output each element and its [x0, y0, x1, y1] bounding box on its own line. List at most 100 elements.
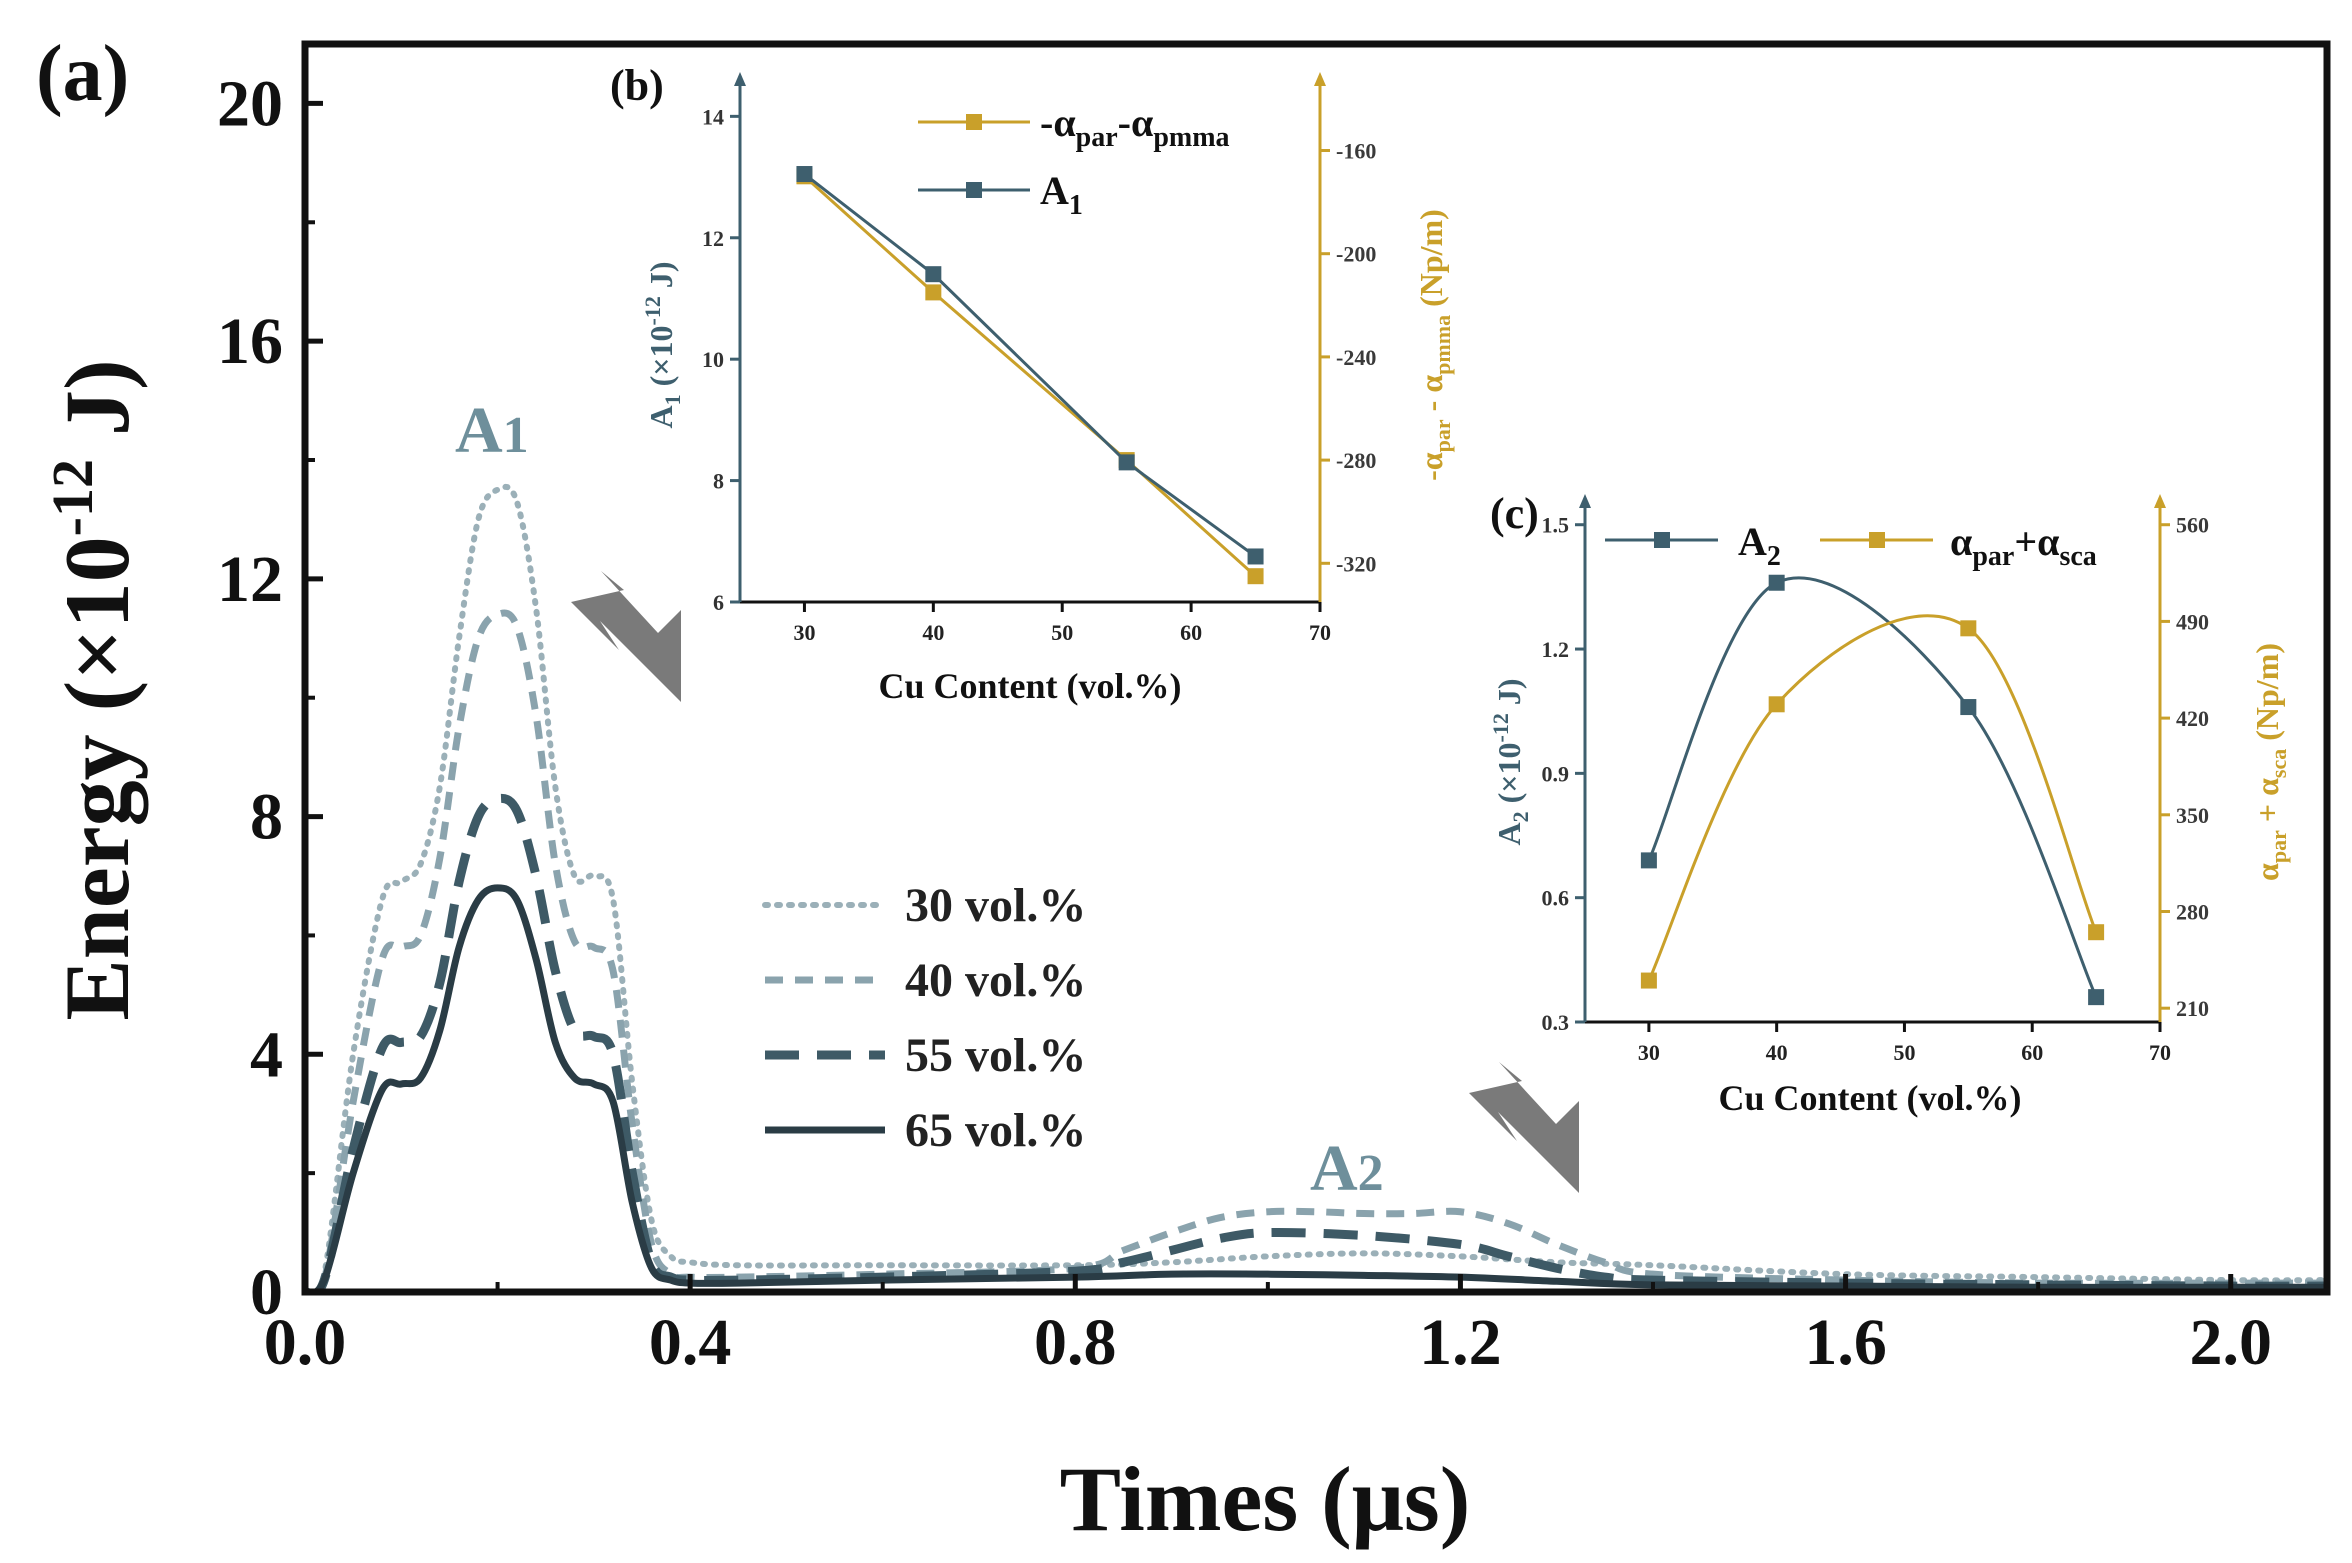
main-legend: 30 vol.% 40 vol.% 55 vol.% 65 vol.%	[762, 879, 1086, 1157]
main-y-axis-label: Energy (×10-12 J)	[40, 359, 148, 1020]
inset-c-right-arrowhead	[2154, 494, 2166, 508]
inset-b-series-1-marker	[1247, 568, 1264, 585]
inset-b-series-2-marker	[925, 266, 942, 283]
main-x-tick-label: 0.0	[264, 1306, 347, 1379]
arrow-to-inset-c	[1469, 1062, 1579, 1193]
inset-b-right-tick-label: -160	[1336, 139, 1376, 164]
series-line-65-vol-	[305, 884, 2327, 1292]
inset-b-legend-marker-2	[966, 182, 982, 198]
panel-label-a: (a)	[36, 30, 129, 118]
inset-b-right-axis-label: -αpar - αpmma (Np/m)	[1413, 209, 1455, 481]
inset-c-legend-marker-2	[1869, 532, 1885, 548]
inset-b-legend-marker-1	[966, 114, 982, 130]
inset-c-right-tick-label: 420	[2176, 706, 2209, 731]
inset-c-legend: A2 αpar+αsca	[1605, 519, 2097, 572]
inset-b-x-axis-label: Cu Content (vol.%)	[879, 666, 1182, 706]
inset-c-right-tick-label: 280	[2176, 899, 2209, 924]
inset-c-x-tick-label: 30	[1638, 1040, 1660, 1065]
inset-c-right-tick-label: 560	[2176, 513, 2209, 538]
inset-b-right-tick-label: -200	[1336, 242, 1376, 267]
inset-c-right-axis-label: αpar + αsca (Np/m)	[2249, 643, 2291, 881]
inset-c-series-1-marker	[1960, 699, 1977, 716]
inset-c-left-arrowhead	[1579, 494, 1591, 508]
inset-b-legend-label-2: A1	[1040, 168, 1083, 221]
inset-c-left-tick-label: 0.6	[1542, 886, 1570, 911]
panel-label-c: (c)	[1490, 489, 1539, 538]
inset-c-series-1-marker	[1768, 574, 1785, 591]
inset-b-x-tick-label: 70	[1309, 620, 1331, 645]
inset-b-right-arrowhead	[1314, 72, 1326, 86]
inset-c-right-tick-label: 210	[2176, 996, 2209, 1021]
inset-c-series-1-marker	[2088, 989, 2105, 1006]
inset-c-legend-label-1: A2	[1738, 519, 1781, 572]
annotation-a1: A1	[455, 394, 529, 467]
inset-b-x-ticks: 30 40 50 60 70	[793, 602, 1331, 645]
inset-b-series-2-marker	[1118, 454, 1135, 471]
inset-b-left-tick-label: 8	[713, 469, 724, 494]
inset-b-left-tick-label: 12	[702, 226, 724, 251]
inset-c-x-tick-label: 50	[1893, 1040, 1915, 1065]
inset-c-series-line-2	[1647, 614, 2098, 982]
inset-c: 30 40 50 60 70 0.3 0.6 0.9 1.2 1.5 210 280 350 420 4…	[1488, 489, 2291, 1118]
inset-c-left-tick-label: 0.9	[1542, 761, 1570, 786]
main-x-tick-label: 1.2	[1419, 1306, 1502, 1379]
main-y-tick-label: 12	[217, 543, 283, 616]
inset-c-legend-marker-1	[1654, 532, 1670, 548]
legend-label-55: 55 vol.%	[905, 1029, 1086, 1082]
annotation-a2: A2	[1310, 1132, 1384, 1205]
inset-b-legend: -αpar-αpmma A1	[918, 100, 1230, 221]
main-y-tick-label: 16	[217, 305, 283, 378]
main-plot-frame	[301, 40, 2331, 1296]
inset-b-series-line-2	[803, 172, 1257, 558]
main-x-ticks: 0.0 0.4 0.8 1.2 1.6 2.0	[264, 1274, 2272, 1379]
main-x-tick-label: 0.4	[649, 1306, 732, 1379]
legend-label-40: 40 vol.%	[905, 954, 1086, 1007]
main-x-tick-label: 2.0	[2189, 1306, 2272, 1379]
inset-c-x-tick-label: 60	[2021, 1040, 2043, 1065]
main-x-tick-label: 1.6	[1804, 1306, 1887, 1379]
inset-b-left-axis-label: A1 (×10-12 J)	[640, 262, 685, 429]
inset-b-left-tick-label: 14	[702, 104, 724, 129]
inset-c-series-group	[1640, 574, 2105, 1006]
inset-c-left-tick-label: 1.2	[1542, 637, 1570, 662]
inset-c-series-2-marker	[1960, 620, 1977, 637]
inset-b-axes	[734, 72, 1326, 604]
inset-b-left-tick-label: 6	[713, 590, 724, 615]
inset-c-legend-label-2: αpar+αsca	[1950, 519, 2097, 572]
legend-label-65: 65 vol.%	[905, 1104, 1086, 1157]
inset-c-axes	[1579, 494, 2166, 1024]
inset-b-series-1-marker	[925, 284, 942, 301]
inset-c-x-tick-label: 40	[1766, 1040, 1788, 1065]
panel-label-b: (b)	[610, 61, 664, 110]
main-panel: 0.0 0.4 0.8 1.2 1.6 2.0 0 4 8 12 16 20 (a) Times (…	[36, 30, 2331, 1550]
inset-c-right-ticks: 210 280 350 420 490 560	[2160, 513, 2209, 1021]
inset-b-right-ticks: -320 -280 -240 -200 -160	[1320, 139, 1376, 576]
inset-b-x-tick-label: 60	[1180, 620, 1202, 645]
legend-label-30: 30 vol.%	[905, 879, 1086, 932]
inset-b-series-line-1	[803, 175, 1257, 578]
inset-b-series-group	[796, 166, 1264, 585]
inset-b-series-2-marker	[1247, 548, 1264, 565]
inset-c-x-tick-label: 70	[2149, 1040, 2171, 1065]
inset-b-left-tick-label: 10	[702, 347, 724, 372]
inset-b-series-2-marker	[796, 166, 813, 183]
inset-c-series-2-marker	[2088, 924, 2105, 941]
inset-b-right-tick-label: -240	[1336, 345, 1376, 370]
inset-c-series-1-marker	[1640, 852, 1657, 869]
main-y-tick-label: 4	[250, 1018, 283, 1091]
main-y-tick-label: 8	[250, 781, 283, 854]
inset-b-x-tick-label: 30	[793, 620, 815, 645]
main-y-tick-label: 0	[250, 1256, 283, 1329]
inset-b-left-ticks: 6 8 10 12 14	[702, 104, 740, 615]
inset-c-series-2-marker	[1768, 696, 1785, 713]
inset-c-left-ticks: 0.3 0.6 0.9 1.2 1.5	[1542, 513, 1585, 1035]
inset-b-right-tick-label: -280	[1336, 448, 1376, 473]
inset-c-x-ticks: 30 40 50 60 70	[1638, 1022, 2171, 1065]
inset-c-series-2-marker	[1640, 972, 1657, 989]
inset-c-right-tick-label: 350	[2176, 803, 2209, 828]
main-y-ticks: 0 4 8 12 16 20	[217, 67, 323, 1329]
inset-c-left-tick-label: 0.3	[1542, 1010, 1570, 1035]
inset-c-right-tick-label: 490	[2176, 609, 2209, 634]
inset-c-series-line-1	[1647, 576, 2098, 998]
